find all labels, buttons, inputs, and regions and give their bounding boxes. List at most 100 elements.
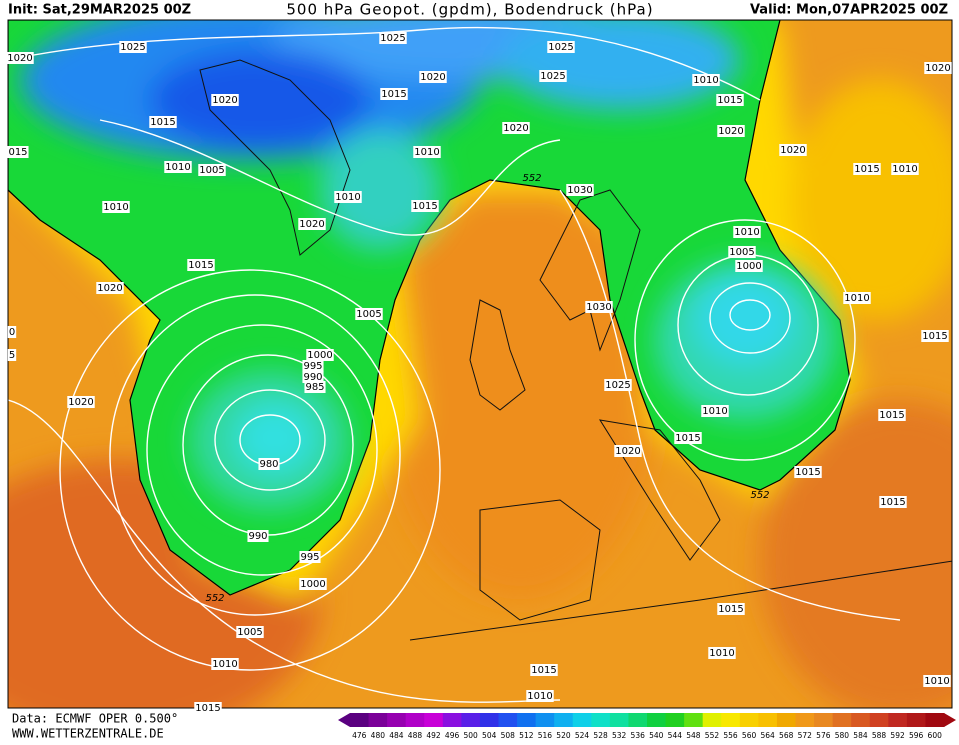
label-background <box>733 226 761 238</box>
label-background <box>526 690 554 702</box>
isobar-label: 1015 <box>381 89 406 100</box>
isobar-label: 1020 <box>420 72 445 83</box>
label-background <box>539 70 567 82</box>
colorbar-label: 548 <box>686 731 701 740</box>
label-background <box>211 658 239 670</box>
isobar-label: 1010 <box>414 147 439 158</box>
label-background <box>728 246 756 258</box>
label-background <box>843 292 871 304</box>
isobar-label: 1015 <box>879 410 904 421</box>
label-background <box>530 664 558 676</box>
colorbar-label: 576 <box>816 731 831 740</box>
colorbar-cell <box>479 713 499 727</box>
colorbar-cell <box>851 713 871 727</box>
label-background <box>878 409 906 421</box>
contour-label: 552 <box>522 173 541 184</box>
colorbar-label: 552 <box>705 731 720 740</box>
isobar-label: 1025 <box>548 42 573 53</box>
colorbar-label: 564 <box>760 731 775 740</box>
label-background <box>306 349 334 361</box>
colorbar-cell <box>832 713 852 727</box>
colorbar-cell <box>739 713 759 727</box>
label-background <box>164 161 192 173</box>
colorbar-cell <box>387 713 407 727</box>
colorbar-cell <box>442 713 462 727</box>
label-background <box>411 200 439 212</box>
isobar-label: 1020 <box>212 95 237 106</box>
contour-label: 552 <box>750 490 769 501</box>
isobar-label: 1005 <box>199 165 224 176</box>
isobar-label: 1005 <box>729 247 754 258</box>
colorbar-label: 516 <box>538 731 553 740</box>
colorbar-cell <box>869 713 889 727</box>
colorbar-label: 504 <box>482 731 497 740</box>
isobar-label: 1015 <box>412 201 437 212</box>
isobar-label: 0 <box>9 327 15 338</box>
label-background <box>604 379 632 391</box>
label-background <box>794 466 822 478</box>
label-background <box>853 163 881 175</box>
isobar-label: 1025 <box>120 42 145 53</box>
isobar-label: 1010 <box>709 648 734 659</box>
isobar-label: 1020 <box>299 219 324 230</box>
isobar-labels: 1020 1025 1025 1025 1025 1020 1010 1015 1020 1020… <box>6 32 952 714</box>
label-background <box>102 201 130 213</box>
label-background <box>717 125 745 137</box>
site-credit: WWW.WETTERZENTRALE.DE <box>12 727 164 741</box>
data-source: Data: ECMWF OPER 0.500° <box>12 712 178 726</box>
label-background <box>923 675 951 687</box>
isobar-label: 1005 <box>356 309 381 320</box>
label-background <box>7 146 29 158</box>
colorbar-cell <box>350 713 370 727</box>
colorbar-label: 584 <box>853 731 868 740</box>
colorbar-cell <box>665 713 685 727</box>
valid-time: Valid: Mon,07APR2025 00Z <box>750 3 948 18</box>
colorbar-label: 568 <box>779 731 794 740</box>
label-background <box>6 52 34 64</box>
colorbar-cell <box>758 713 778 727</box>
colorbar-label: 520 <box>556 731 571 740</box>
label-background <box>194 702 222 714</box>
isobar-label: 985 <box>305 382 324 393</box>
colorbar-cell <box>498 713 518 727</box>
label-background <box>701 405 729 417</box>
label-background <box>879 496 907 508</box>
isobar-label: 1020 <box>503 123 528 134</box>
label-background <box>566 184 594 196</box>
colorbar-cell <box>368 713 388 727</box>
colorbar-cell <box>461 713 481 727</box>
label-background <box>187 259 215 271</box>
label-background <box>735 260 763 272</box>
colorbar-label: 524 <box>575 731 590 740</box>
colorbar-cell <box>776 713 796 727</box>
isobar-label: 1015 <box>718 604 743 615</box>
colorbar-cell <box>535 713 555 727</box>
label-background <box>299 578 327 590</box>
colorbar-label: 484 <box>389 731 404 740</box>
colorbar-cell <box>405 713 425 727</box>
label-background <box>921 330 949 342</box>
isobar-label: 1020 <box>718 126 743 137</box>
isobar-label: 1020 <box>97 283 122 294</box>
colorbar: 476 480 484 488 492 496 500 504 508 512 516 520 524 5… <box>338 713 956 740</box>
colorbar-cell <box>554 713 574 727</box>
label-background <box>247 530 269 542</box>
colorbar-label: 532 <box>612 731 627 740</box>
isobar-label: 1015 <box>717 95 742 106</box>
colorbar-cell <box>609 713 629 727</box>
colorbar-label: 560 <box>742 731 757 740</box>
isobar-label: 1015 <box>922 331 947 342</box>
label-background <box>198 164 226 176</box>
colorbar-cell <box>814 713 834 727</box>
colorbar-label: 512 <box>519 731 534 740</box>
label-background <box>7 349 17 361</box>
label-background <box>708 647 736 659</box>
label-background <box>334 191 362 203</box>
isobar-label: 1010 <box>335 192 360 203</box>
colorbar-label: 556 <box>723 731 738 740</box>
label-background <box>96 282 124 294</box>
label-background <box>119 41 147 53</box>
isobar-label: 995 <box>300 552 319 563</box>
colorbar-label: 544 <box>668 731 683 740</box>
colorbar-cell <box>684 713 704 727</box>
